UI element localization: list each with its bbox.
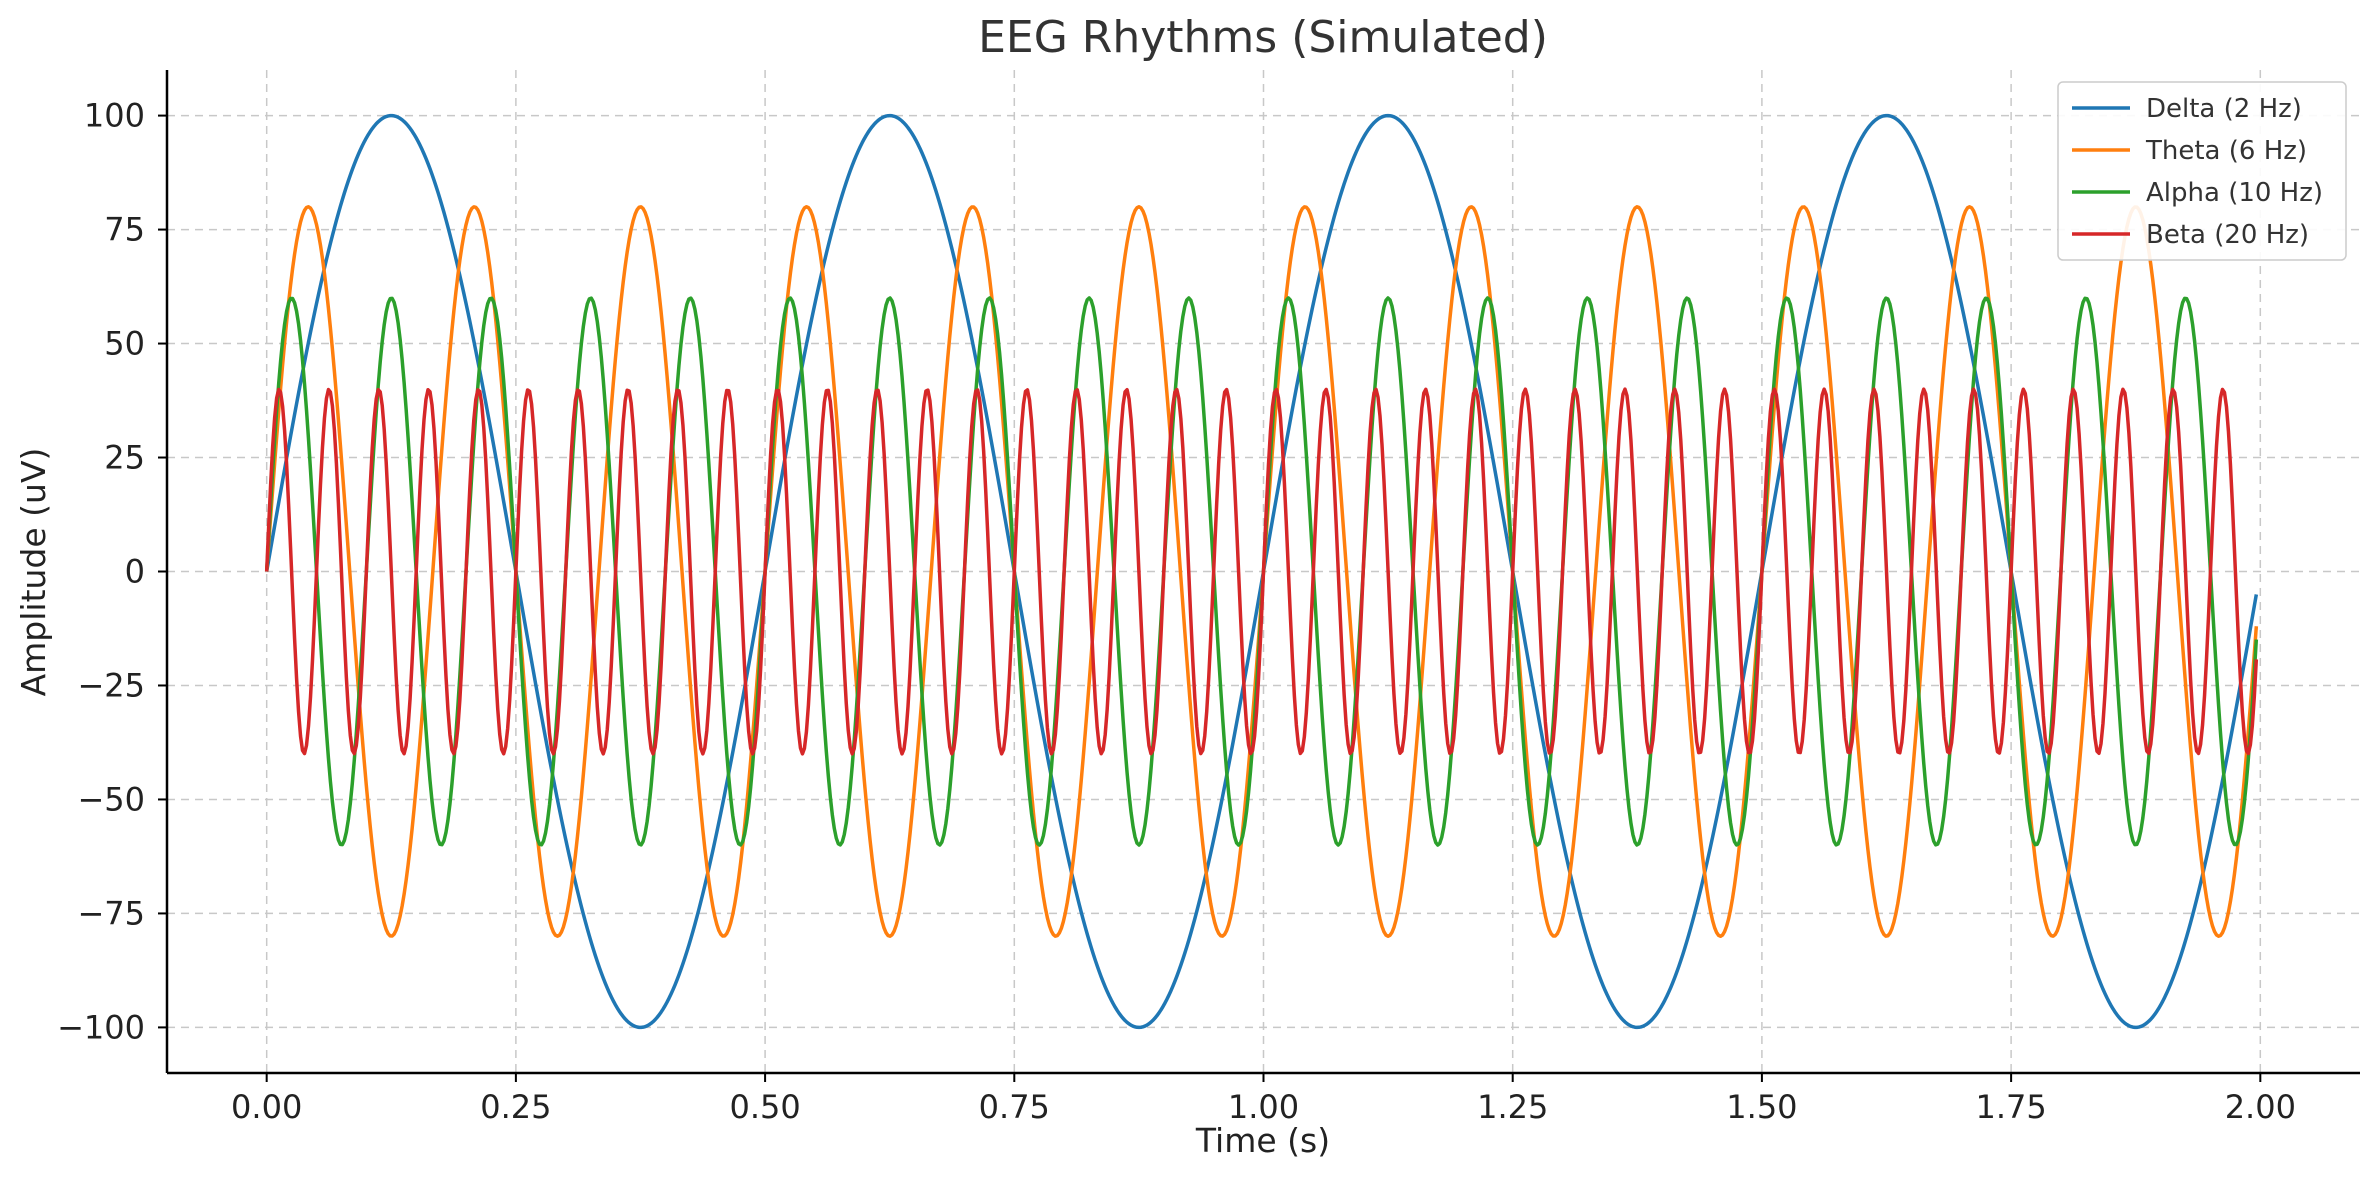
x-tick-label: 0.75 <box>979 1088 1050 1126</box>
y-tick-label: −25 <box>77 666 145 704</box>
x-tick-label: 1.50 <box>1726 1088 1797 1126</box>
legend-label-theta: Theta (6 Hz) <box>2145 136 2307 166</box>
legend-box <box>2057 81 2347 261</box>
series-line-beta <box>264 387 2259 756</box>
legend-label-alpha: Alpha (10 Hz) <box>2146 178 2323 208</box>
y-tick-label: 25 <box>104 439 145 477</box>
legend-label-delta: Delta (2 Hz) <box>2146 94 2302 124</box>
x-tick-label: 0.50 <box>729 1088 800 1126</box>
y-tick-label: 100 <box>84 97 145 135</box>
series-lines <box>264 113 2259 1030</box>
y-tick-label: −75 <box>77 894 145 932</box>
legend-label-beta: Beta (20 Hz) <box>2146 220 2309 250</box>
x-axis-label: Time (s) <box>1195 1121 1330 1160</box>
x-tick-label: 1.00 <box>1228 1088 1299 1126</box>
y-tick-label: 75 <box>104 211 145 249</box>
x-tick-label: 0.00 <box>231 1088 302 1126</box>
chart-title: EEG Rhythms (Simulated) <box>978 12 1548 63</box>
ticks: 0.00 0.25 0.50 0.75 1.00 1.25 1.50 1.75 2.00 100 7… <box>57 97 2296 1126</box>
x-tick-label: 0.25 <box>480 1088 551 1126</box>
legend: Delta (2 Hz) Theta (6 Hz) Alpha (10 Hz) Bet… <box>2057 81 2347 261</box>
y-tick-label: 0 <box>125 553 145 591</box>
x-tick-label: 1.75 <box>1975 1088 2046 1126</box>
x-tick-label: 1.25 <box>1477 1088 1548 1126</box>
x-tick-label: 2.00 <box>2225 1088 2296 1126</box>
y-axis-label: Amplitude (uV) <box>14 448 53 697</box>
y-tick-label: −50 <box>77 780 145 818</box>
y-tick-label: −100 <box>57 1008 145 1046</box>
y-tick-label: 50 <box>104 325 145 363</box>
